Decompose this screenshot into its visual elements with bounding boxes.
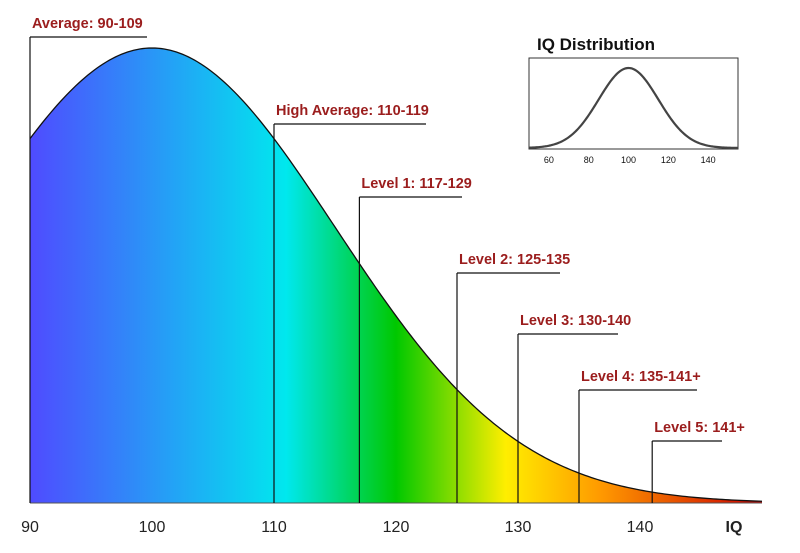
range-marker: Level 3: 130-140: [517, 313, 631, 503]
curve-fill: [30, 48, 762, 503]
x-tick-label: 110: [261, 519, 287, 536]
range-label: Level 3: 130-140: [520, 313, 631, 329]
range-marker: Level 2: 125-135: [456, 252, 570, 503]
inset-tick-label: 100: [621, 155, 636, 165]
inset-tick-label: 80: [584, 155, 594, 165]
main-curve-area: [29, 47, 763, 504]
range-label: Level 1: 117-129: [361, 176, 471, 192]
inset-tick-label: 140: [701, 155, 716, 165]
range-marker: Level 4: 135-141+: [578, 369, 701, 503]
x-tick-label: 140: [627, 519, 654, 536]
inset-title: IQ Distribution: [537, 35, 655, 54]
range-marker: High Average: 110-119: [273, 103, 429, 503]
range-label: Level 2: 125-135: [459, 252, 570, 268]
range-marker: Level 1: 117-129: [358, 176, 472, 503]
range-marker: Level 5: 141+: [651, 420, 745, 503]
x-tick-label: 100: [139, 519, 166, 536]
inset-frame: [528, 57, 739, 150]
inset-chart: IQ Distribution 60 80 100 120 140: [528, 35, 739, 165]
range-label: High Average: 110-119: [276, 103, 429, 119]
curve-outline: [29, 47, 763, 502]
inset-tick-label: 120: [661, 155, 676, 165]
x-tick-label: 120: [383, 519, 410, 536]
range-markers: Average: 90-109 High Average: 110-119 Leve…: [29, 16, 745, 503]
x-axis-ticks: 90 100 110 120 130 140: [21, 519, 653, 536]
range-label: Level 4: 135-141+: [581, 369, 701, 385]
x-tick-label: 130: [505, 519, 532, 536]
inset-curve: [528, 66, 739, 149]
range-label: Average: 90-109: [32, 16, 143, 32]
inset-tick-label: 60: [544, 155, 554, 165]
range-label: Level 5: 141+: [654, 420, 745, 436]
x-axis-label: IQ: [726, 519, 743, 536]
range-marker: Average: 90-109: [29, 16, 147, 503]
inset-curve-group: [528, 66, 739, 149]
x-tick-label: 90: [21, 519, 39, 536]
inset-x-ticks: 60 80 100 120 140: [544, 155, 716, 165]
